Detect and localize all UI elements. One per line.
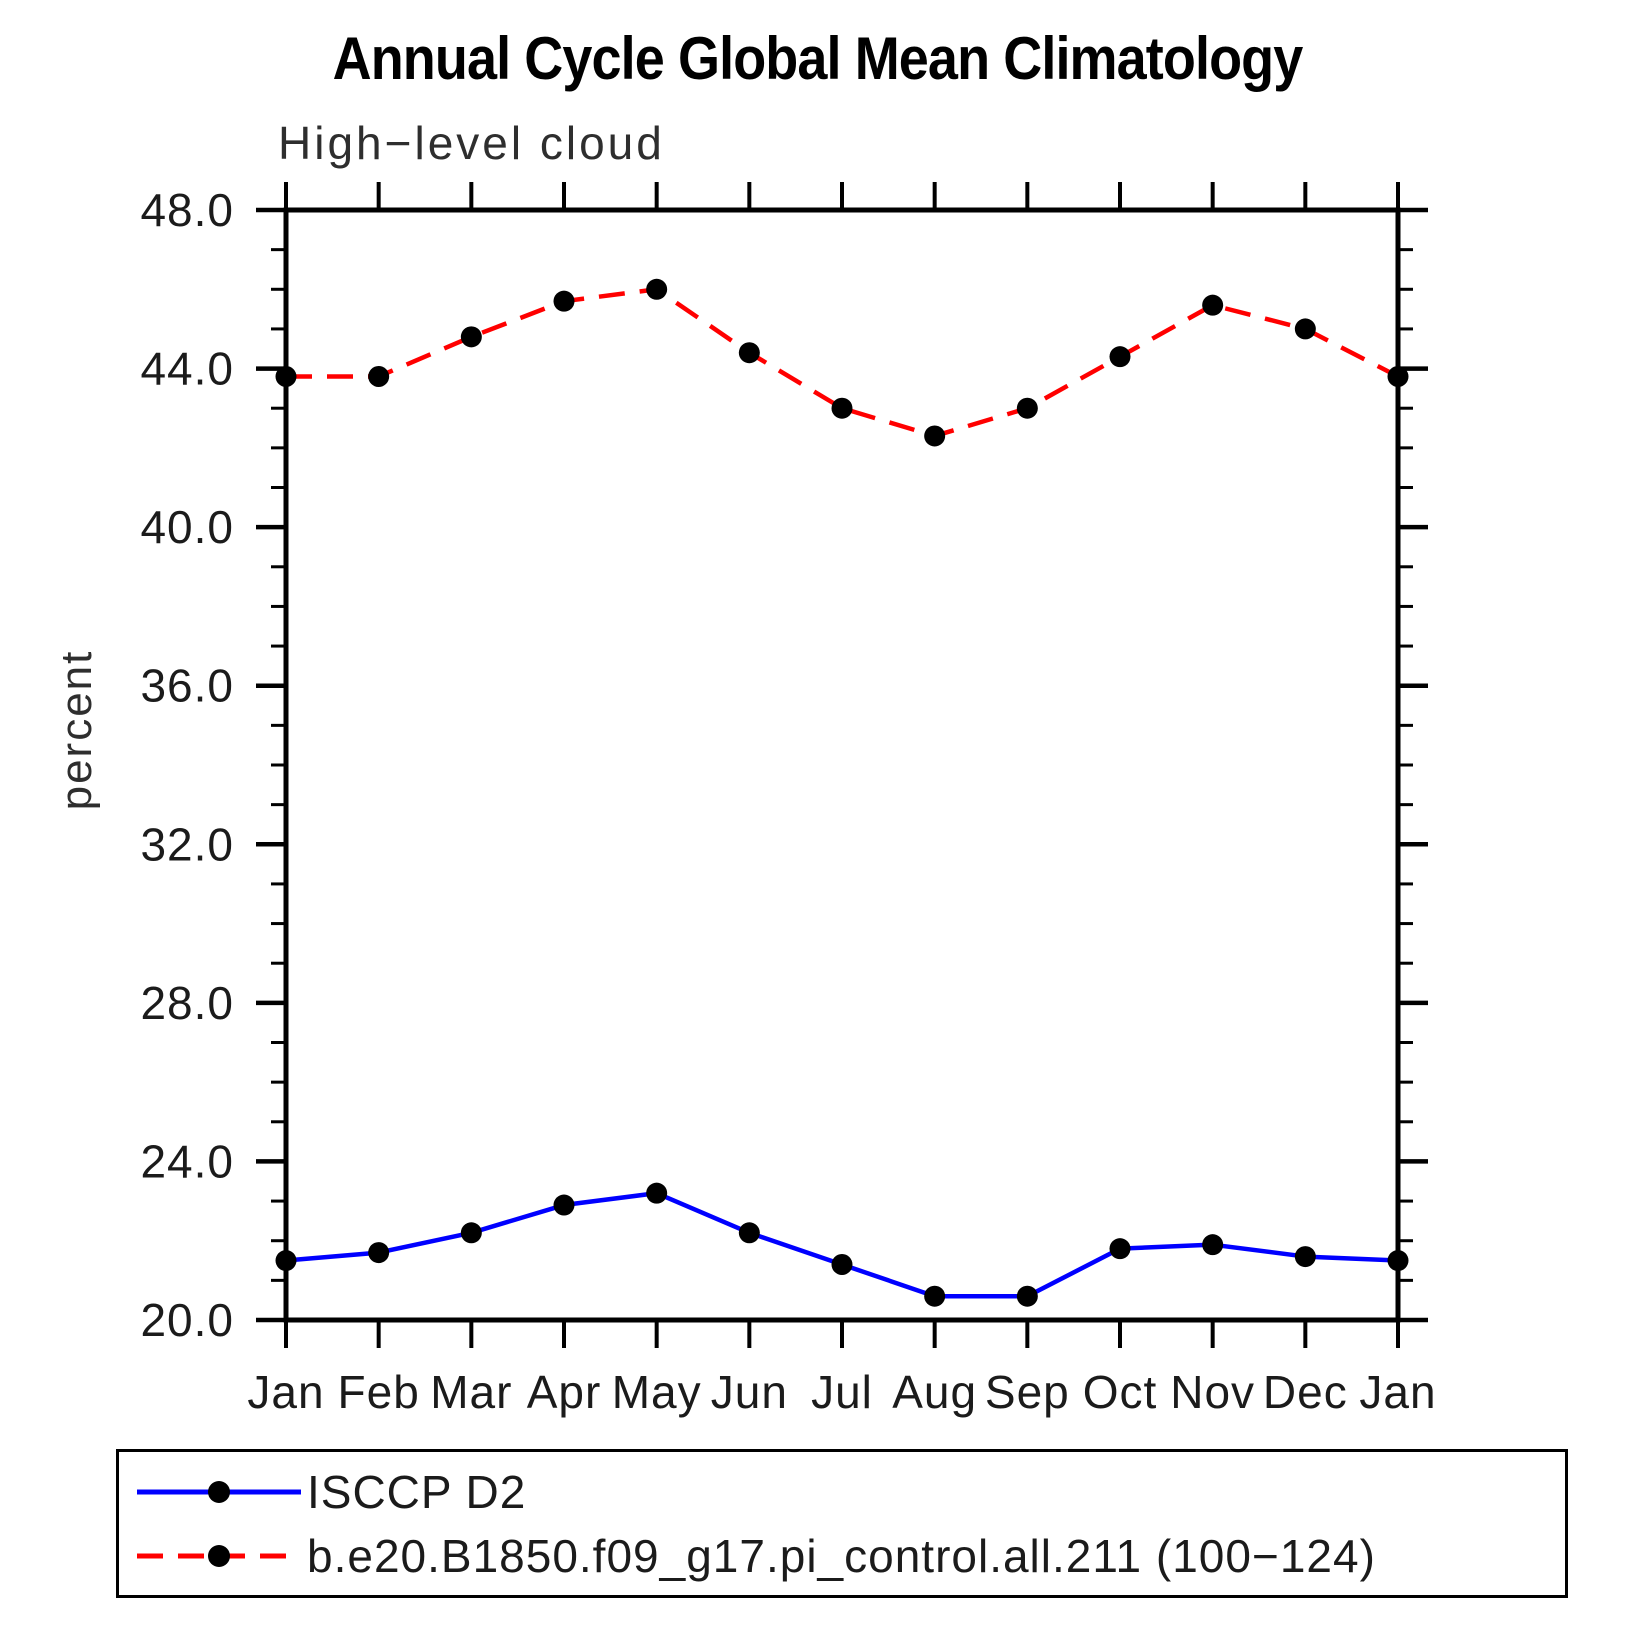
data-point-1	[831, 397, 853, 419]
legend-label-isccp: ISCCP D2	[307, 1465, 527, 1518]
x-tick-label: Jan	[1359, 1366, 1436, 1418]
x-tick-label: Apr	[527, 1366, 602, 1418]
data-point-0	[460, 1222, 482, 1244]
data-point-0	[275, 1250, 297, 1272]
data-point-1	[1109, 346, 1131, 368]
data-point-0	[1294, 1246, 1316, 1268]
x-tick-label: Jan	[247, 1366, 324, 1418]
x-tick-label: Sep	[985, 1366, 1070, 1418]
data-point-1	[1202, 294, 1224, 316]
data-point-1	[1294, 318, 1316, 340]
legend-row-model: b.e20.B1850.f09_g17.pi_control.all.211 (…	[133, 1527, 1565, 1585]
y-tick-label: 20.0	[140, 1294, 234, 1346]
x-tick-label: Jun	[711, 1366, 788, 1418]
x-tick-label: Oct	[1083, 1366, 1158, 1418]
y-tick-label: 32.0	[140, 818, 234, 870]
data-point-0	[368, 1242, 390, 1264]
data-point-0	[1202, 1234, 1224, 1256]
data-point-1	[646, 278, 668, 300]
legend-sample-solid-line	[137, 1480, 301, 1503]
x-tick-label: May	[612, 1366, 702, 1418]
data-point-1	[275, 366, 297, 387]
data-point-1	[1387, 366, 1409, 387]
legend-marker-dot	[208, 1544, 230, 1567]
x-tick-label: Jul	[811, 1366, 873, 1418]
data-point-1	[738, 342, 760, 364]
data-point-1	[460, 326, 482, 348]
y-tick-label: 44.0	[140, 343, 234, 395]
y-tick-label: 24.0	[140, 1135, 234, 1187]
data-point-0	[1109, 1238, 1131, 1260]
data-point-0	[646, 1182, 668, 1204]
legend-row-isccp: ISCCP D2	[133, 1463, 1565, 1521]
data-point-0	[1016, 1285, 1038, 1307]
data-point-1	[553, 290, 575, 312]
data-point-0	[924, 1285, 946, 1307]
y-tick-label: 48.0	[140, 184, 234, 236]
x-tick-label: Feb	[338, 1366, 420, 1418]
legend-sample-dashed-line	[137, 1544, 301, 1567]
y-tick-label: 40.0	[140, 501, 234, 553]
data-point-0	[553, 1194, 575, 1216]
data-point-0	[738, 1222, 760, 1244]
data-point-1	[1016, 397, 1038, 419]
y-tick-label: 28.0	[140, 977, 234, 1029]
legend-label-model: b.e20.B1850.f09_g17.pi_control.all.211 (…	[307, 1529, 1376, 1582]
x-tick-label: Aug	[892, 1366, 977, 1418]
plot-frame	[283, 207, 1401, 1323]
series-line-0	[285, 1190, 1399, 1299]
data-point-0	[831, 1254, 853, 1275]
y-tick-label: 36.0	[140, 660, 234, 712]
data-point-1	[368, 366, 390, 387]
legend-box: ISCCP D2 b.e20.B1850.f09_g17.pi_control.…	[116, 1449, 1568, 1598]
legend-marker-dot	[208, 1480, 230, 1503]
chart-title: Annual Cycle Global Mean Climatology	[332, 25, 1304, 92]
x-tick-label: Mar	[430, 1366, 512, 1418]
x-tick-label: Dec	[1263, 1366, 1348, 1418]
data-point-0	[1387, 1250, 1409, 1272]
data-point-1	[924, 425, 946, 447]
x-tick-label: Nov	[1170, 1366, 1255, 1418]
chart-subtitle: High−level cloud	[278, 117, 665, 169]
